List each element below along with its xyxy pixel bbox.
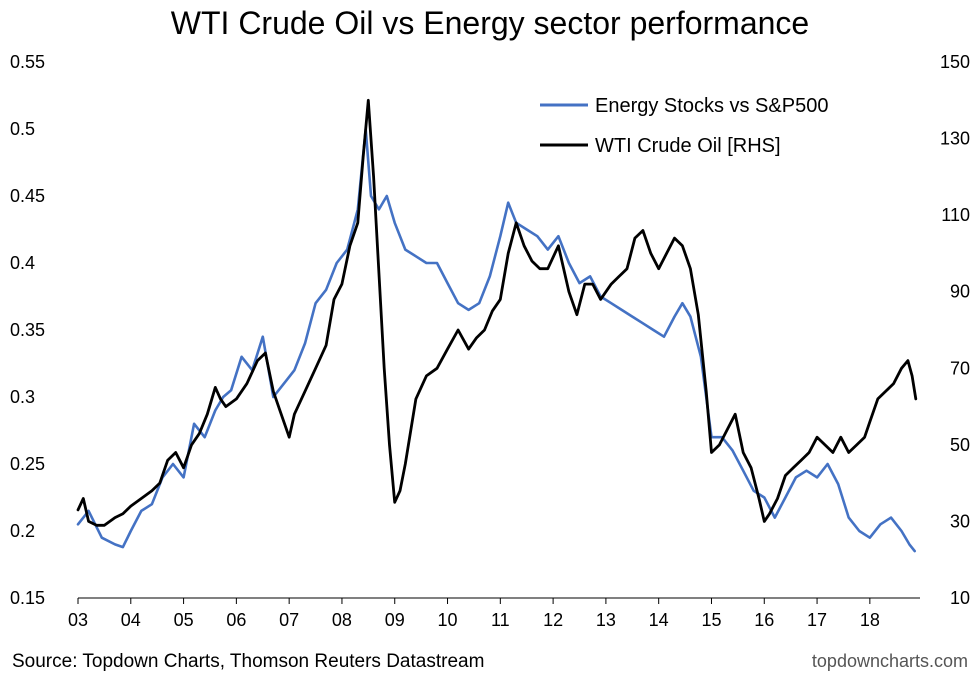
x-tick-label: 15 [701, 610, 721, 630]
x-tick-label: 11 [491, 610, 510, 630]
x-tick-label: 05 [174, 610, 194, 630]
x-tick-label: 08 [332, 610, 352, 630]
y-left-tick-label: 0.5 [10, 119, 35, 139]
y-right-tick-label: 90 [950, 282, 970, 302]
legend-label-wti: WTI Crude Oil [RHS] [595, 135, 781, 157]
x-tick-label: 12 [543, 610, 563, 630]
y-left-tick-label: 0.15 [10, 588, 45, 608]
y-right-tick-label: 50 [950, 435, 970, 455]
x-tick-label: 16 [754, 610, 774, 630]
x-tick-label: 03 [68, 610, 88, 630]
x-tick-label: 14 [649, 610, 669, 630]
source-note: Source: Topdown Charts, Thomson Reuters … [12, 651, 484, 672]
y-left-tick-label: 0.55 [10, 52, 45, 72]
x-tick-label: 07 [279, 610, 299, 630]
credit-note: topdowncharts.com [812, 651, 968, 671]
y-left-tick-label: 0.3 [10, 387, 35, 407]
x-tick-label: 18 [860, 610, 880, 630]
y-left-tick-label: 0.2 [10, 521, 35, 541]
y-right-tick-label: 150 [940, 52, 970, 72]
legend-label-energy: Energy Stocks vs S&P500 [595, 95, 828, 117]
x-tick-label: 17 [807, 610, 827, 630]
x-axis: 03 04 05 06 07 08 09 10 11 12 13 14 15 16 17 18 [68, 597, 920, 630]
y-right-tick-label: 70 [950, 358, 970, 378]
x-tick-label: 10 [438, 610, 458, 630]
y-left-tick-label: 0.25 [10, 454, 45, 474]
x-tick-label: 04 [121, 610, 141, 630]
x-tick-label: 06 [226, 610, 246, 630]
y-left-tick-label: 0.4 [10, 253, 35, 273]
x-tick-label: 09 [385, 610, 405, 630]
y-right-tick-label: 110 [941, 205, 970, 225]
series-line-energy [76, 127, 917, 553]
y-axis-right: 10 30 50 70 90 110 130 150 [940, 52, 970, 608]
legend: Energy Stocks vs S&P500 WTI Crude Oil [R… [540, 95, 828, 157]
chart-title: WTI Crude Oil vs Energy sector performan… [171, 5, 809, 41]
y-axis-left: 0.15 0.2 0.25 0.3 0.35 0.4 0.45 0.5 0.55 [10, 52, 45, 608]
y-right-tick-label: 130 [940, 129, 970, 149]
y-right-tick-label: 30 [950, 511, 970, 531]
series-line-wti [76, 98, 918, 527]
y-left-tick-label: 0.45 [10, 186, 45, 206]
x-tick-label: 13 [596, 610, 616, 630]
y-right-tick-label: 10 [950, 588, 970, 608]
y-left-tick-label: 0.35 [10, 320, 45, 340]
series-layer [76, 98, 918, 553]
